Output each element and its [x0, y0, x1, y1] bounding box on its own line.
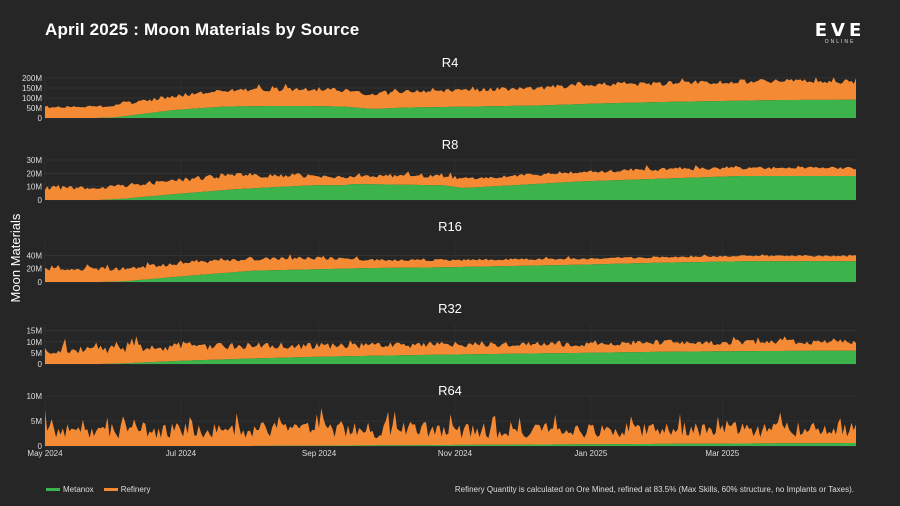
ytick-label: 15M	[26, 327, 42, 336]
xtick-label: Nov 2024	[438, 449, 473, 458]
xtick-label: Sep 2024	[302, 449, 337, 458]
area-refinery-r8	[45, 165, 856, 200]
area-refinery-r4	[45, 77, 856, 118]
legend-label-refinery: Refinery	[120, 485, 151, 494]
ytick-label: 0	[38, 196, 43, 205]
ytick-label: 30M	[26, 156, 42, 165]
y-axis-label: Moon Materials	[8, 213, 23, 302]
xtick-label: Mar 2025	[705, 449, 739, 458]
ytick-label: 20M	[26, 265, 42, 274]
area-metanox-r8	[45, 176, 856, 200]
area-refinery-r64	[45, 408, 856, 446]
legend-swatch-refinery	[103, 488, 118, 491]
legend-swatch-metanox	[46, 488, 60, 491]
panel-title: R16	[438, 219, 462, 234]
ytick-label: 10M	[26, 338, 42, 347]
panel-title: R4	[442, 55, 459, 70]
ytick-label: 150M	[22, 84, 42, 93]
chart-title: April 2025 : Moon Materials by Source	[45, 20, 360, 39]
legend-label-metanox: Metanox	[63, 485, 94, 494]
xtick-label: May 2024	[27, 449, 63, 458]
ytick-label: 20M	[26, 169, 42, 178]
area-metanox-r64	[45, 443, 856, 446]
panel-r32: 0 5M 10M 15M R32	[26, 301, 856, 369]
area-metanox-r16	[45, 261, 856, 282]
ytick-label: 100M	[22, 94, 42, 103]
panel-r64: 0 5M 10M R64	[26, 383, 856, 451]
legend-item-metanox: Metanox	[46, 485, 94, 494]
ytick-label: 200M	[22, 74, 42, 83]
ytick-label: 0	[38, 114, 43, 123]
xtick-label: Jul 2024	[166, 449, 197, 458]
area-refinery-r32	[45, 336, 856, 364]
legend-item-refinery: Refinery	[103, 485, 151, 494]
ytick-label: 0	[38, 278, 43, 287]
xtick-label: Jan 2025	[574, 449, 607, 458]
panel-title: R64	[438, 383, 462, 398]
ytick-label: 0	[38, 442, 43, 451]
ytick-label: 40M	[26, 251, 42, 260]
ytick-label: 5M	[31, 417, 42, 426]
ytick-label: 5M	[31, 349, 42, 358]
area-refinery-r16	[45, 254, 856, 282]
legend: Metanox Refinery	[46, 485, 150, 494]
ytick-label: 10M	[26, 183, 42, 192]
area-metanox-r32	[45, 350, 856, 364]
panel-title: R32	[438, 301, 462, 316]
logo-text: EVE	[814, 20, 866, 41]
area-metanox-r4	[45, 99, 856, 118]
logo-subtext: ONLINE	[824, 39, 856, 45]
panel-r16: 0 20M 40M R16	[26, 219, 856, 287]
ytick-label: 10M	[26, 392, 42, 401]
panel-r8: 0 10M 20M 30M R8	[26, 137, 856, 205]
ytick-label: 50M	[26, 104, 42, 113]
ytick-label: 0	[38, 360, 43, 369]
panel-title: R8	[442, 137, 459, 152]
eve-online-logo: EVE ONLINE	[812, 20, 868, 46]
footnote: Refinery Quantity is calculated on Ore M…	[454, 485, 854, 494]
